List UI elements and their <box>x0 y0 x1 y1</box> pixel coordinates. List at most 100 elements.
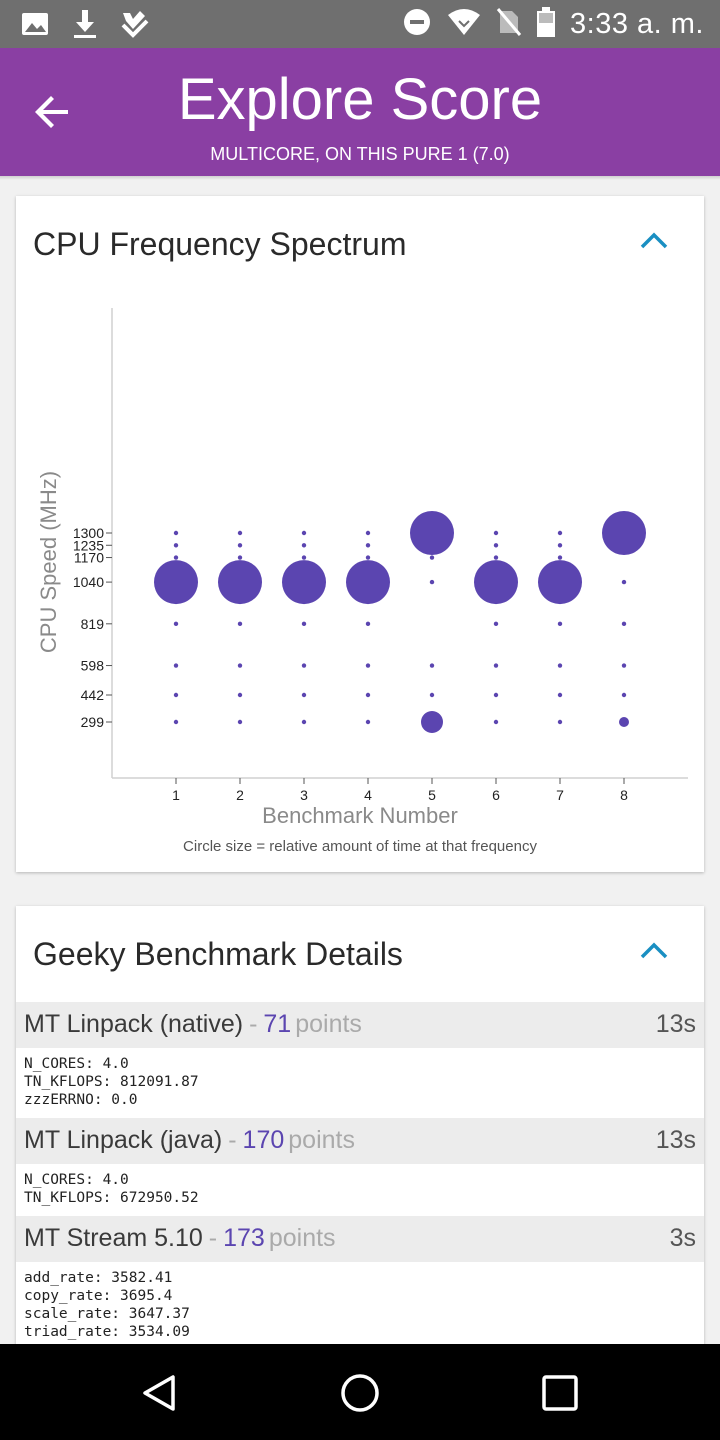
data-point <box>557 530 563 536</box>
data-point <box>493 663 499 668</box>
data-point <box>365 543 371 548</box>
benchmark-time: 13s <box>655 1010 696 1038</box>
data-point <box>429 692 435 698</box>
benchmark-row-header[interactable]: MT Linpack (native) -71 points 13s <box>16 1002 704 1048</box>
battery-icon <box>536 6 556 42</box>
benchmark-detail-text: N_CORES: 4.0 TN_KFLOPS: 672950.52 <box>24 1172 199 1206</box>
data-point <box>365 692 371 698</box>
benchmark-time: 3s <box>669 1224 696 1252</box>
nav-recents-button[interactable] <box>535 1368 585 1418</box>
data-point <box>602 511 646 555</box>
benchmark-row-header[interactable]: MT Linpack (java) -170 points 13s <box>16 1118 704 1164</box>
data-point <box>237 543 243 548</box>
data-point <box>421 711 443 733</box>
page-title: Explore Score <box>177 67 543 132</box>
data-point <box>365 555 371 560</box>
nav-home-button[interactable] <box>335 1368 385 1418</box>
data-point <box>237 719 243 725</box>
cpu-spectrum-card: CPU Frequency Spectrum 299 442 598 819 1040 1… <box>16 196 704 872</box>
x-tick-label: 5 <box>428 787 436 803</box>
x-tick-label: 2 <box>236 787 244 803</box>
recents-nav-icon <box>542 1375 578 1411</box>
data-point <box>237 555 243 560</box>
benchmark-points-label: points <box>288 1126 355 1154</box>
data-point <box>621 692 627 698</box>
data-point <box>429 663 435 668</box>
chevron-up-icon <box>640 942 668 959</box>
page-subtitle: MULTICORE, ON THIS PURE 1 (7.0) <box>210 144 510 164</box>
x-tick-label: 4 <box>364 787 372 803</box>
spectrum-collapse-button[interactable] <box>634 220 674 260</box>
chart-note: Circle size = relative amount of time at… <box>183 838 537 855</box>
y-tick-label: 1300 <box>73 525 104 541</box>
data-point <box>621 663 627 668</box>
data-point <box>301 621 307 627</box>
data-point <box>173 555 179 560</box>
benchmark-title: MT Linpack (native) -71 points <box>24 1010 362 1039</box>
data-point <box>557 692 563 698</box>
data-point <box>173 621 179 627</box>
wifi-icon <box>446 7 482 41</box>
benchmark-row-header[interactable]: MT Stream 5.10-173 points 3s <box>16 1216 704 1262</box>
download-icon <box>72 8 98 44</box>
benchmark-name: MT Linpack (java) <box>24 1126 223 1154</box>
data-point <box>557 621 563 627</box>
y-tick-label: 1235 <box>73 537 104 553</box>
data-point <box>493 555 499 560</box>
do-not-disturb-icon <box>402 7 432 41</box>
status-bar: 3:33 a. m. <box>0 0 720 48</box>
benchmark-detail-text: N_CORES: 4.0 TN_KFLOPS: 812091.87 zzzERR… <box>24 1056 199 1108</box>
data-point <box>346 560 390 605</box>
back-button[interactable] <box>24 84 80 140</box>
data-point <box>538 560 582 605</box>
data-point <box>557 663 563 668</box>
data-point <box>154 560 198 605</box>
data-point <box>301 530 307 536</box>
benchmark-detail-text: add_rate: 3582.41 copy_rate: 3695.4 scal… <box>24 1270 190 1340</box>
data-point <box>237 621 243 627</box>
data-point <box>237 663 243 668</box>
data-point <box>237 530 243 536</box>
data-point <box>365 663 371 668</box>
benchmark-separator: - <box>208 1224 218 1252</box>
arrow-back-icon <box>35 96 68 128</box>
y-axis-label: CPU Speed (MHz) <box>36 471 61 653</box>
benchmark-points: 71 <box>263 1010 292 1038</box>
no-sim-icon <box>496 7 522 41</box>
x-tick-label: 1 <box>172 787 180 803</box>
app-bar: Explore Score MULTICORE, ON THIS PURE 1 … <box>0 48 720 176</box>
image-icon <box>20 9 50 43</box>
data-point <box>493 543 499 548</box>
data-point <box>301 719 307 725</box>
data-point <box>173 719 179 725</box>
notification-icons <box>20 8 150 44</box>
data-point <box>557 719 563 725</box>
details-card-title: Geeky Benchmark Details <box>33 936 403 972</box>
home-nav-icon <box>341 1374 379 1412</box>
spectrum-card-title: CPU Frequency Spectrum <box>33 226 407 262</box>
benchmark-points: 170 <box>242 1126 285 1154</box>
x-tick-label: 8 <box>620 787 628 803</box>
data-point <box>429 579 435 585</box>
x-axis-label: Benchmark Number <box>262 803 458 828</box>
y-tick-label: 1170 <box>74 550 104 566</box>
data-point <box>365 530 371 536</box>
y-tick-label: 1040 <box>73 574 104 590</box>
y-tick-label: 442 <box>81 687 105 703</box>
data-point <box>173 530 179 536</box>
benchmark-name: MT Stream 5.10 <box>24 1224 203 1252</box>
data-point <box>365 719 371 725</box>
data-point <box>301 692 307 698</box>
back-nav-icon <box>143 1375 175 1411</box>
data-point <box>474 560 518 605</box>
benchmark-points-label: points <box>268 1224 336 1252</box>
benchmark-time: 13s <box>655 1126 696 1154</box>
data-point <box>410 511 454 555</box>
x-tick-label: 3 <box>300 787 308 803</box>
data-point <box>301 555 307 560</box>
data-point <box>173 663 179 668</box>
details-collapse-button[interactable] <box>634 930 674 970</box>
y-tick-label: 299 <box>81 714 105 730</box>
nav-back-button[interactable] <box>135 1368 185 1418</box>
